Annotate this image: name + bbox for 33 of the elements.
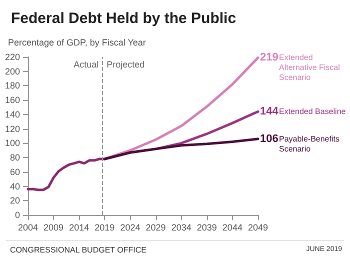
text: Payable-Benefits Scenario [279,134,342,154]
x-tick-label: 2034 [171,222,192,232]
x-tick-label: 2039 [196,222,217,232]
ref-line-label: Actual [74,60,99,70]
y-tick-label: 180 [4,80,20,91]
x-tick-label: 2024 [120,222,140,232]
text: Extended Alternative Fiscal Scenario [279,53,342,82]
x-tick-label: 2019 [94,222,115,232]
x-tick-label: 2029 [146,222,166,232]
y-tick-label: 220 [4,52,20,62]
y-tick-label: 20 [10,196,20,206]
data-label: 144 [260,106,280,118]
y-tick-label: 200 [4,66,20,76]
annotation: Projected [106,60,145,70]
y-tick-label: 0 [14,210,20,220]
y-tick-label: 120 [4,124,20,134]
y-tick-label: 80 [10,152,20,163]
data-label: 106 [260,132,278,145]
x-tick-label: 2004 [18,222,38,232]
y-axis-title: Percentage of GDP, by Fiscal Year [8,38,146,48]
text: CONGRESSIONAL BUDGET OFFICE [10,246,146,254]
y-tick-label: 140 [4,109,20,120]
x-tick-label: 2044 [222,222,242,232]
chart-title: Federal Debt Held by the Public [11,10,236,27]
y-tick-label: 160 [4,95,20,106]
x-tick-label: 2014 [69,222,90,232]
data-label: 219 [260,52,278,64]
x-tick-label: 2049 [248,222,268,232]
x-tick-label: 2009 [44,222,64,232]
y-tick-label: 60 [10,166,20,177]
y-tick-label: 100 [4,138,20,148]
text: Extended Baseline [279,107,346,116]
y-tick-label: 40 [10,181,20,192]
